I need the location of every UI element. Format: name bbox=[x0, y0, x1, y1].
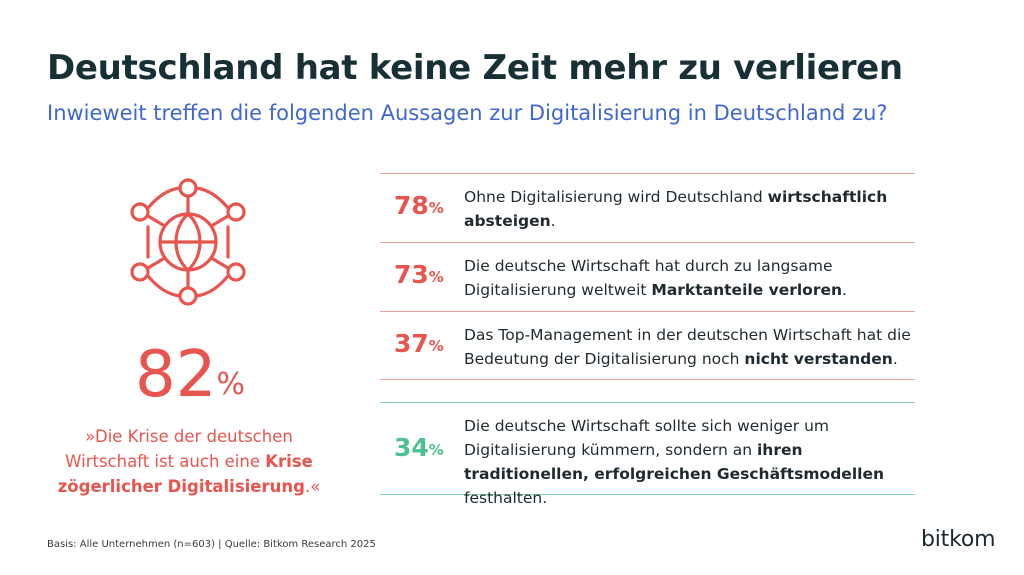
globe-network-icon bbox=[130, 178, 246, 306]
statement-unit: % bbox=[428, 268, 444, 286]
statement-text-c: . bbox=[842, 281, 847, 299]
hero-quote-emphasis: Krise zögerlicher Digitalisierung bbox=[57, 452, 313, 496]
statement-value: 37 bbox=[394, 329, 429, 358]
statement-unit: % bbox=[428, 441, 444, 459]
statement-list: 78% Ohne Digitalisierung wird Deutschlan… bbox=[380, 173, 915, 507]
page-subtitle: Inwieweit treffen die folgenden Aussagen… bbox=[47, 101, 888, 125]
source-footnote: Basis: Alle Unternehmen (n=603) | Quelle… bbox=[47, 539, 376, 550]
bitkom-logo: bitkom bbox=[921, 527, 996, 552]
statement-text-emphasis: wirtschaftlich absteigen bbox=[464, 188, 888, 230]
statement-row: 73% Die deutsche Wirtschaft hat durch zu… bbox=[380, 242, 915, 311]
statement-text: Das Top-Management in der deutschen Wirt… bbox=[464, 323, 914, 371]
statement-text-a: Ohne Digitalisierung wird Deutschland bbox=[464, 188, 768, 206]
statement-text-a: Das Top-Management in der deutschen Wirt… bbox=[464, 326, 911, 368]
statement-text-c: festhalten. bbox=[464, 489, 548, 507]
hero-quote-part-1: »Die Krise der deutschen Wirtschaft ist … bbox=[65, 427, 293, 471]
statement-unit: % bbox=[428, 199, 444, 217]
statement-value: 34 bbox=[394, 433, 429, 462]
statement-text: Ohne Digitalisierung wird Deutschland wi… bbox=[464, 185, 914, 233]
statement-text-a: Die deutsche Wirtschaft sollte sich weni… bbox=[464, 417, 830, 459]
statement-text-emphasis: ihren traditionellen, erfolgreichen Gesc… bbox=[464, 441, 884, 483]
statement-text-a: Die deutsche Wirtschaft hat durch zu lan… bbox=[464, 257, 833, 299]
statement-text-emphasis: Marktanteile verloren bbox=[651, 281, 843, 299]
statement-text: Die deutsche Wirtschaft hat durch zu lan… bbox=[464, 254, 914, 302]
page-title: Deutschland hat keine Zeit mehr zu verli… bbox=[47, 48, 903, 88]
statement-row: 37% Das Top-Management in der deutschen … bbox=[380, 311, 915, 380]
statement-unit: % bbox=[428, 337, 444, 355]
statement-text-emphasis: nicht verstanden bbox=[744, 350, 893, 368]
hero-unit: % bbox=[216, 367, 245, 402]
statement-text: Die deutsche Wirtschaft sollte sich weni… bbox=[464, 414, 914, 510]
statement-value: 73 bbox=[394, 260, 429, 289]
statement-percentage: 73% bbox=[394, 260, 444, 289]
statement-percentage: 78% bbox=[394, 191, 444, 220]
statement-text-c: . bbox=[892, 350, 898, 368]
statement-percentage: 34% bbox=[394, 433, 444, 462]
hero-value: 82 bbox=[135, 338, 217, 412]
statement-row: 34% Die deutsche Wirtschaft sollte sich … bbox=[380, 402, 915, 507]
hero-percentage: 82% bbox=[90, 338, 290, 412]
statement-text-c: . bbox=[550, 212, 556, 230]
hero-quote: »Die Krise der deutschen Wirtschaft ist … bbox=[54, 424, 324, 499]
statement-row: 78% Ohne Digitalisierung wird Deutschlan… bbox=[380, 173, 915, 242]
statement-value: 78 bbox=[394, 191, 429, 220]
hero-quote-part-3: .« bbox=[304, 477, 321, 496]
statement-percentage: 37% bbox=[394, 329, 444, 358]
